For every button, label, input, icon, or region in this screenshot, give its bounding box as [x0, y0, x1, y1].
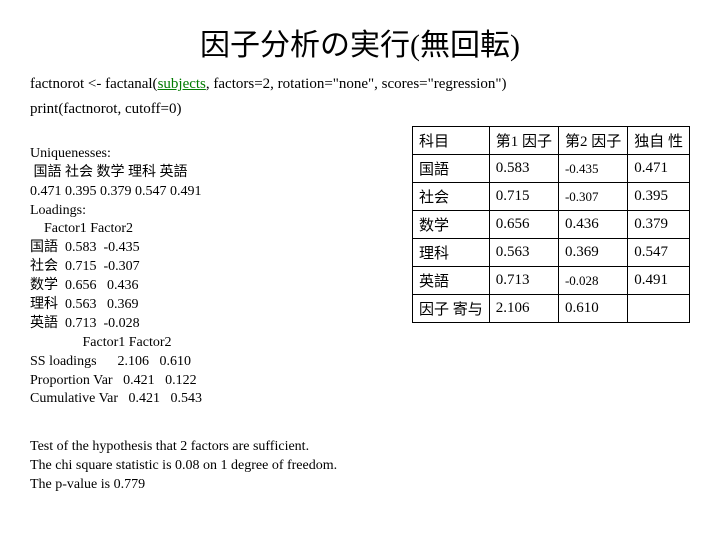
cell: -0.028	[558, 267, 627, 295]
cell: 数学	[412, 211, 489, 239]
uniquenesses-values: 0.471 0.395 0.379 0.547 0.491	[30, 184, 202, 199]
table-row: 理科 0.563 0.369 0.547	[412, 239, 689, 267]
cell: 0.379	[628, 211, 690, 239]
content-row: Uniquenesses: 国語 社会 数学 理科 英語 0.471 0.395…	[30, 126, 690, 409]
test-line: The p-value is 0.779	[30, 477, 145, 492]
cell: 英語	[412, 267, 489, 295]
test-line: The chi square statistic is 0.08 on 1 de…	[30, 458, 337, 473]
th-uniqueness: 独自 性	[628, 127, 690, 155]
th-factor2: 第2 因子	[558, 127, 627, 155]
cell: 0.471	[628, 155, 690, 183]
stats-header: Factor1 Factor2	[30, 335, 172, 350]
loadings-row: 国語 0.583 -0.435	[30, 240, 140, 255]
th-factor1: 第1 因子	[489, 127, 558, 155]
cell: 0.715	[489, 183, 558, 211]
cell: 理科	[412, 239, 489, 267]
cell: -0.435	[558, 155, 627, 183]
code-line-1: factnorot <- factanal(subjects, factors=…	[30, 76, 690, 93]
loadings-row: 英語 0.713 -0.028	[30, 316, 140, 331]
cell: 2.106	[489, 295, 558, 323]
stats-row: Cumulative Var 0.421 0.543	[30, 391, 202, 406]
loadings-row: 数学 0.656 0.436	[30, 278, 139, 293]
th-subject: 科目	[412, 127, 489, 155]
stats-row: SS loadings 2.106 0.610	[30, 354, 191, 369]
table-header-row: 科目 第1 因子 第2 因子 独自 性	[412, 127, 689, 155]
table-row: 数学 0.656 0.436 0.379	[412, 211, 689, 239]
table-row: 社会 0.715 -0.307 0.395	[412, 183, 689, 211]
code-line-2: print(factnorot, cutoff=0)	[30, 101, 690, 118]
loadings-header: Factor1 Factor2	[30, 221, 133, 236]
loadings-row: 理科 0.563 0.369	[30, 297, 139, 312]
stats-row: Proportion Var 0.421 0.122	[30, 373, 197, 388]
loadings-row: 社会 0.715 -0.307	[30, 259, 140, 274]
cell: 0.563	[489, 239, 558, 267]
cell: 0.395	[628, 183, 690, 211]
cell: 0.713	[489, 267, 558, 295]
uniquenesses-label: Uniquenesses:	[30, 146, 111, 161]
code-text: , factors=2, rotation="none", scores="re…	[206, 76, 507, 92]
cell: 0.369	[558, 239, 627, 267]
hypothesis-test: Test of the hypothesis that 2 factors ar…	[30, 419, 690, 495]
table-row: 英語 0.713 -0.028 0.491	[412, 267, 689, 295]
code-keyword: subjects	[158, 76, 206, 92]
summary-table: 科目 第1 因子 第2 因子 独自 性 国語 0.583 -0.435 0.47…	[412, 126, 690, 323]
r-output: Uniquenesses: 国語 社会 数学 理科 英語 0.471 0.395…	[30, 126, 392, 409]
page-title: 因子分析の実行(無回転)	[30, 20, 690, 64]
cell: 0.656	[489, 211, 558, 239]
summary-table-wrap: 科目 第1 因子 第2 因子 独自 性 国語 0.583 -0.435 0.47…	[412, 126, 690, 323]
code-text: factnorot <- factanal(	[30, 76, 158, 92]
table-row: 因子 寄与 2.106 0.610	[412, 295, 689, 323]
uniquenesses-names: 国語 社会 数学 理科 英語	[30, 165, 188, 180]
cell: 社会	[412, 183, 489, 211]
cell: 0.436	[558, 211, 627, 239]
cell: 0.583	[489, 155, 558, 183]
test-line: Test of the hypothesis that 2 factors ar…	[30, 439, 309, 454]
cell: -0.307	[558, 183, 627, 211]
cell: 0.547	[628, 239, 690, 267]
cell: 0.610	[558, 295, 627, 323]
loadings-label: Loadings:	[30, 203, 86, 218]
cell	[628, 295, 690, 323]
table-row: 国語 0.583 -0.435 0.471	[412, 155, 689, 183]
cell: 0.491	[628, 267, 690, 295]
cell: 国語	[412, 155, 489, 183]
cell: 因子 寄与	[412, 295, 489, 323]
